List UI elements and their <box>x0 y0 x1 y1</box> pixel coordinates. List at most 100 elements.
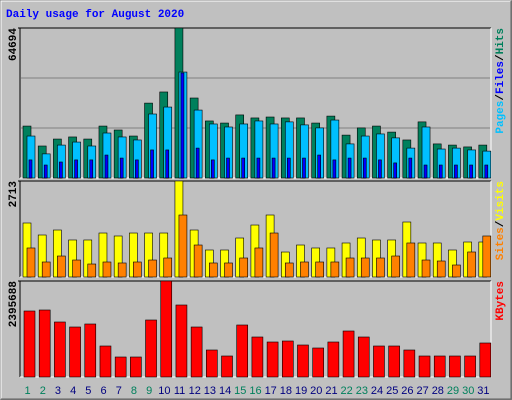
bar <box>241 157 246 179</box>
x-tick-label: 10 <box>158 385 170 397</box>
bar <box>145 319 157 378</box>
bar <box>269 232 279 278</box>
bar <box>433 355 446 378</box>
x-tick-label: 11 <box>174 385 185 397</box>
bar <box>178 214 188 278</box>
legend-entry: KBytes <box>495 281 507 321</box>
bar <box>163 257 173 278</box>
legend: KBytes <box>495 281 507 321</box>
x-tick-label: 28 <box>432 385 444 397</box>
x-tick-label: 12 <box>189 385 201 397</box>
x-tick-label: 25 <box>386 385 398 397</box>
bar <box>165 149 170 179</box>
bar <box>69 326 81 378</box>
bar <box>302 157 306 179</box>
x-tick-label: 23 <box>356 385 368 397</box>
bar <box>119 157 124 179</box>
x-tick-label: 18 <box>280 385 292 397</box>
bar <box>99 345 112 378</box>
bar <box>332 159 337 179</box>
x-tick-label: 16 <box>249 385 261 397</box>
x-tick-label: 1 <box>25 385 31 397</box>
legend-entry: Sites <box>495 227 507 260</box>
x-tick-label: 13 <box>204 385 216 397</box>
bar <box>438 164 443 179</box>
bar <box>195 147 200 179</box>
bar <box>104 154 109 179</box>
x-tick-label: 4 <box>70 385 76 397</box>
legend-separator: / <box>495 220 507 227</box>
bar <box>28 159 33 179</box>
bar <box>330 261 340 278</box>
bar <box>59 161 63 179</box>
bar <box>54 321 66 378</box>
bar <box>23 310 36 378</box>
bar <box>403 349 416 378</box>
bar <box>467 251 476 278</box>
legend-entry: Visits <box>495 181 507 221</box>
bar <box>251 336 264 378</box>
bar <box>342 330 355 378</box>
x-tick-label: 17 <box>265 385 277 397</box>
bar <box>148 259 157 278</box>
bar <box>423 164 428 179</box>
bar <box>286 157 291 179</box>
bar <box>376 257 385 278</box>
bar <box>206 349 218 378</box>
x-tick-label: 6 <box>101 385 107 397</box>
bar <box>378 159 382 179</box>
bar <box>193 244 203 278</box>
x-tick-label: 7 <box>116 385 122 397</box>
x-tick-label: 29 <box>447 385 459 397</box>
x-tick-label: 21 <box>325 385 337 397</box>
bar <box>373 345 385 378</box>
bar <box>312 347 324 378</box>
bar <box>180 72 185 179</box>
legend: Pages/Files/Hits <box>495 28 507 134</box>
x-tick-label: 8 <box>131 385 137 397</box>
bar <box>360 257 370 278</box>
x-tick-label: 14 <box>219 385 231 397</box>
bar <box>300 261 309 278</box>
bar <box>281 340 294 378</box>
bar <box>150 149 154 179</box>
bar <box>479 342 492 378</box>
bar <box>224 262 233 278</box>
bar <box>26 247 36 278</box>
x-tick-label: 9 <box>146 385 152 397</box>
x-tick-label: 3 <box>55 385 61 397</box>
x-tick-label: 19 <box>295 385 307 397</box>
bar <box>317 154 321 179</box>
bar <box>190 326 203 378</box>
bar <box>357 336 370 378</box>
bar <box>421 259 431 278</box>
bar <box>345 257 355 278</box>
x-tick-label: 27 <box>417 385 429 397</box>
bar <box>38 309 51 378</box>
bar <box>221 355 233 378</box>
bar <box>406 242 416 278</box>
x-tick-label: 22 <box>341 385 353 397</box>
x-tick-label: 24 <box>371 385 383 397</box>
bar <box>84 323 97 378</box>
bar <box>297 344 309 378</box>
bar <box>160 280 173 378</box>
bar <box>254 247 264 278</box>
x-tick-label: 30 <box>462 385 474 397</box>
bar <box>102 261 112 278</box>
bar <box>130 356 142 378</box>
bar <box>393 162 397 179</box>
bar <box>464 355 476 378</box>
bar <box>74 159 78 179</box>
bar <box>239 257 249 278</box>
legend-separator: / <box>495 54 507 61</box>
bar <box>72 259 81 278</box>
bar <box>133 261 142 278</box>
bar <box>347 157 352 179</box>
bar <box>226 157 230 179</box>
y-tick-label: 2395688 <box>8 281 20 328</box>
y-tick-label: 2713 <box>8 181 20 208</box>
bar <box>418 355 431 378</box>
legend-entry: Pages <box>495 101 507 134</box>
